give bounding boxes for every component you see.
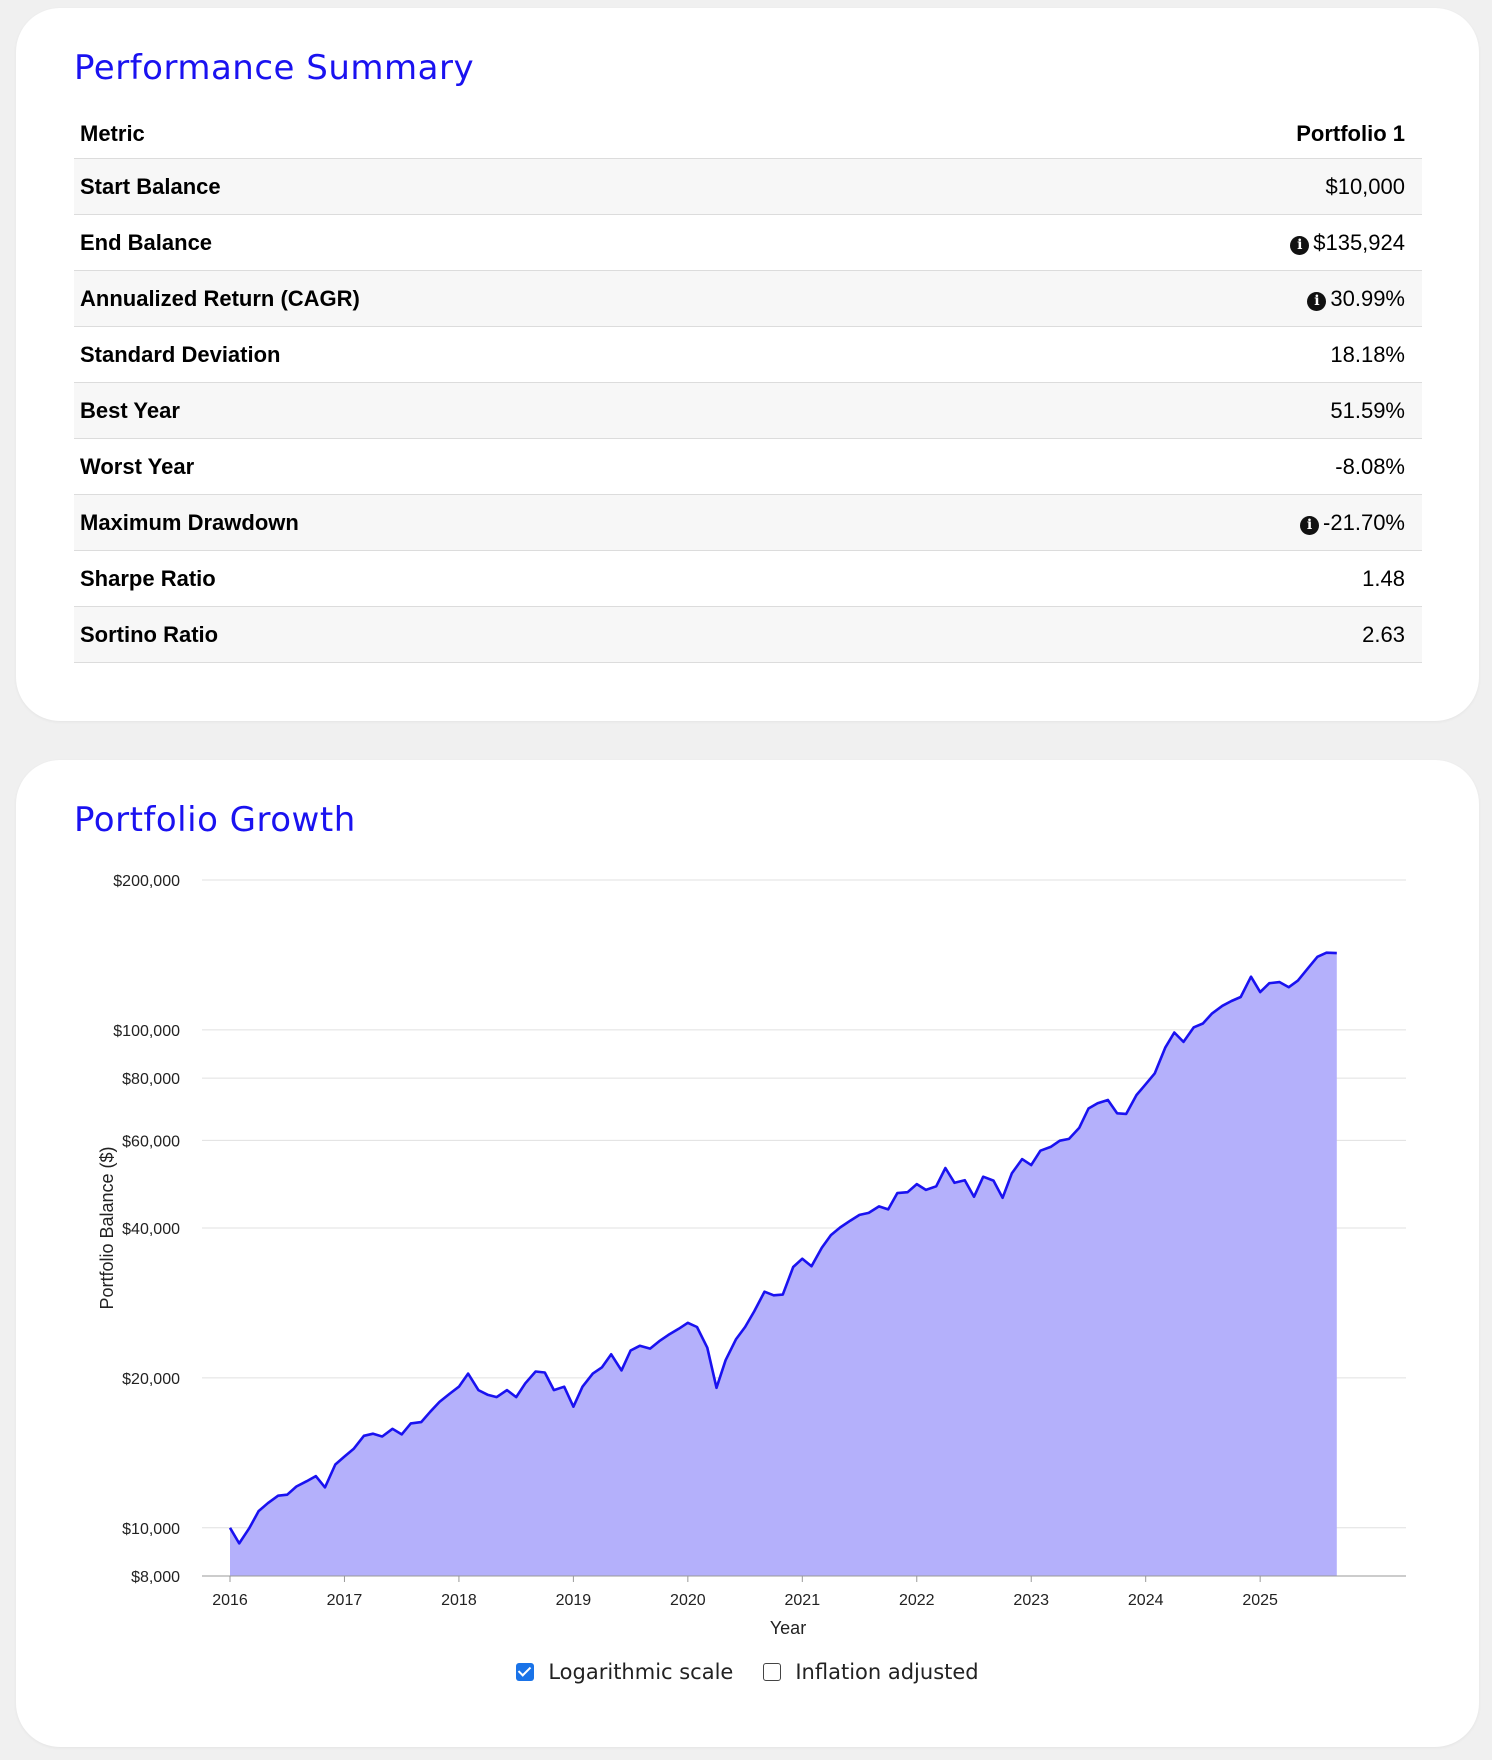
metric-value: 18.18% <box>1330 341 1405 367</box>
inflation-adjusted-checkbox[interactable] <box>763 1663 782 1681</box>
table-row: Annualized Return (CAGR) i 30.99% <box>74 270 1422 327</box>
metric-label: Sharpe Ratio <box>74 550 990 607</box>
y-tick-label: $80,000 <box>122 1071 180 1088</box>
metric-value: -21.70% <box>1323 509 1405 535</box>
series-line <box>228 951 1337 1545</box>
metric-value-cell: 2.63 <box>989 606 1422 663</box>
column-header-metric: Metric <box>74 110 990 159</box>
info-icon[interactable]: i <box>1290 235 1310 255</box>
metric-value-cell: $10,000 <box>989 158 1422 215</box>
metric-value-cell: -8.08% <box>989 438 1422 495</box>
table-row: Standard Deviation 18.18% <box>74 326 1422 383</box>
inflation-adjusted-toggle[interactable]: Inflation adjusted <box>763 1660 979 1684</box>
metric-label: Annualized Return (CAGR) <box>74 270 990 327</box>
x-tick-label: 2022 <box>899 1592 935 1609</box>
metric-value-cell: i 30.99% <box>989 270 1422 327</box>
x-tick-label: 2025 <box>1242 1592 1278 1609</box>
metric-value: -8.08% <box>1335 453 1405 479</box>
y-tick-label: $60,000 <box>122 1133 180 1150</box>
table-header-row: Metric Portfolio 1 <box>74 110 1422 159</box>
x-tick-label: 2020 <box>670 1592 706 1609</box>
y-tick-label: $40,000 <box>122 1221 180 1238</box>
metric-value-cell: 18.18% <box>989 326 1422 383</box>
log-scale-label: Logarithmic scale <box>548 1660 734 1684</box>
metric-label: Worst Year <box>74 438 990 495</box>
y-tick-label: $10,000 <box>122 1521 180 1538</box>
y-tick-label: $100,000 <box>113 1023 180 1040</box>
y-tick-label: $8,000 <box>131 1569 180 1586</box>
table-row: Start Balance $10,000 <box>74 158 1422 215</box>
x-tick-label: 2023 <box>1013 1592 1049 1609</box>
x-axis-title: Year <box>770 1618 806 1638</box>
metric-label: Best Year <box>74 382 990 439</box>
portfolio-growth-card: Portfolio Growth $200,000 $100,000 $80,000… <box>16 760 1479 1747</box>
table-row: Worst Year -8.08% <box>74 438 1422 495</box>
table-row: Sharpe Ratio 1.48 <box>74 550 1422 607</box>
x-tick-label: 2018 <box>441 1592 477 1609</box>
log-scale-checkbox[interactable] <box>516 1663 535 1681</box>
y-axis-title: Portfolio Balance ($) <box>97 1146 117 1309</box>
metric-value: 51.59% <box>1330 397 1405 423</box>
table-row: Maximum Drawdown i -21.70% <box>74 494 1422 551</box>
info-icon[interactable]: i <box>1307 291 1327 311</box>
metric-value: 2.63 <box>1362 621 1405 647</box>
x-tick-label: 2021 <box>785 1592 821 1609</box>
portfolio-growth-chart: $200,000 $100,000 $80,000 $60,000 $40,000 $20… <box>97 873 1406 1638</box>
x-tick-label: 2016 <box>212 1592 248 1609</box>
metric-value-cell: 51.59% <box>989 382 1422 439</box>
performance-summary-card: Performance Summary Metric Portfolio 1 S… <box>16 8 1479 721</box>
performance-summary-title: Performance Summary <box>74 48 475 88</box>
log-scale-toggle[interactable]: Logarithmic scale <box>516 1660 733 1684</box>
table-row: Sortino Ratio 2.63 <box>74 606 1422 663</box>
column-header-portfolio: Portfolio 1 <box>989 110 1422 159</box>
info-icon[interactable]: i <box>1300 515 1320 535</box>
series-area <box>230 952 1337 1576</box>
chart-controls: Logarithmic scale Inflation adjusted <box>16 1660 1479 1684</box>
y-tick-label: $200,000 <box>113 873 180 890</box>
inflation-adjusted-label: Inflation adjusted <box>795 1660 979 1684</box>
metric-label: Maximum Drawdown <box>74 494 990 551</box>
metric-label: Sortino Ratio <box>74 606 990 663</box>
x-tick-label: 2019 <box>556 1592 592 1609</box>
metric-label: End Balance <box>74 214 990 271</box>
x-tick-label: 2024 <box>1128 1592 1164 1609</box>
metric-value-cell: i -21.70% <box>989 494 1422 551</box>
x-tick-label: 2017 <box>327 1592 363 1609</box>
metric-value: 1.48 <box>1362 565 1405 591</box>
metric-value-cell: 1.48 <box>989 550 1422 607</box>
table-row: Best Year 51.59% <box>74 382 1422 439</box>
metric-label: Start Balance <box>74 158 990 215</box>
y-tick-label: $20,000 <box>122 1371 180 1388</box>
metric-value-cell: i $135,924 <box>989 214 1422 271</box>
portfolio-growth-title: Portfolio Growth <box>74 800 356 840</box>
metric-label: Standard Deviation <box>74 326 990 383</box>
metric-value: $135,924 <box>1313 229 1405 255</box>
metric-value: $10,000 <box>1325 173 1405 199</box>
performance-summary-table: Metric Portfolio 1 Start Balance $10,000 E… <box>74 110 1422 663</box>
metric-value: 30.99% <box>1330 285 1405 311</box>
table-row: End Balance i $135,924 <box>74 214 1422 271</box>
